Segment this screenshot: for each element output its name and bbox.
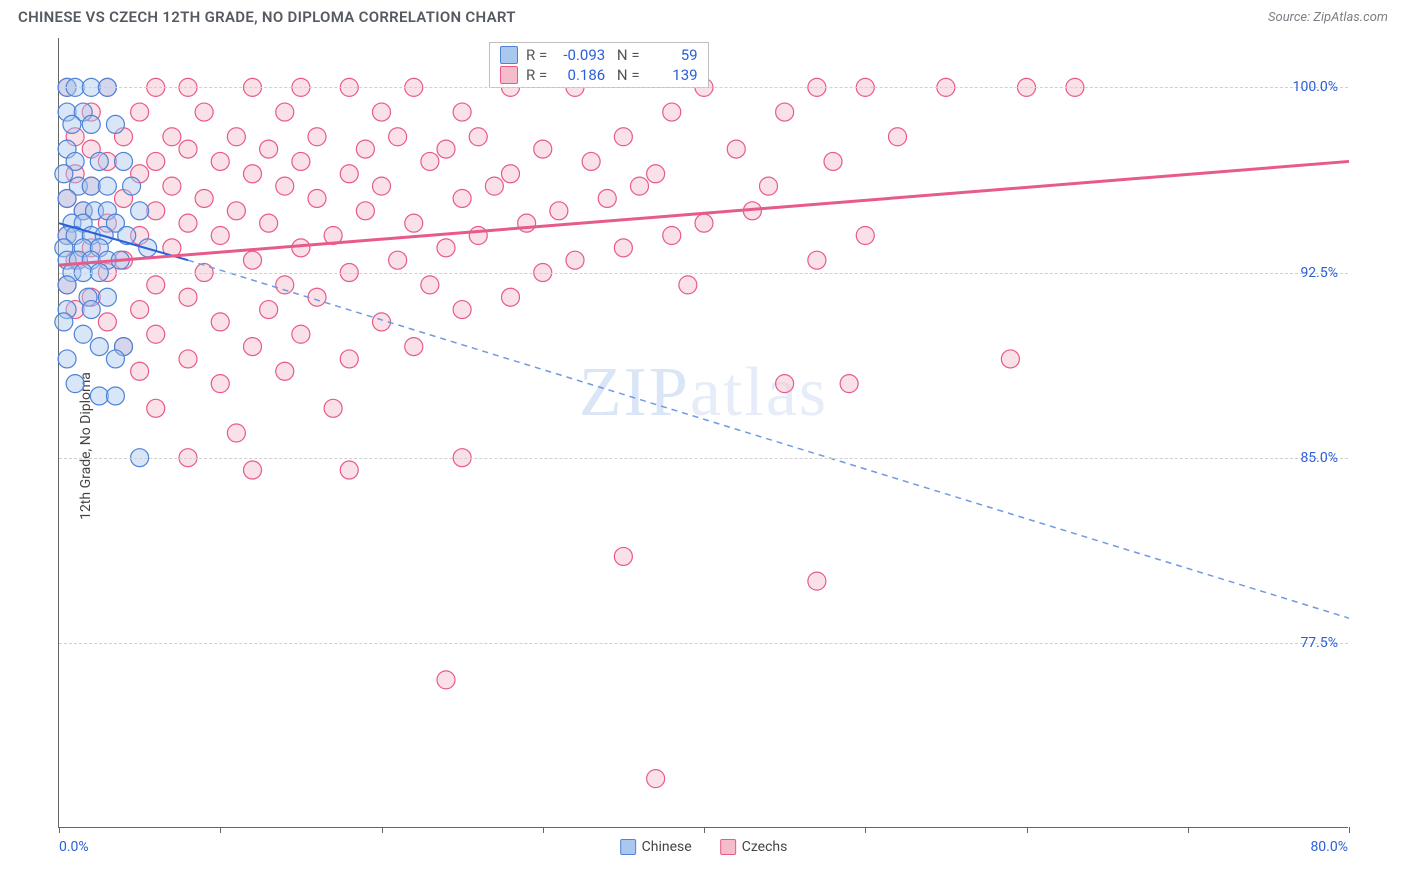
swatch-czech <box>500 66 518 84</box>
r-value-chinese: -0.093 <box>555 46 605 64</box>
legend-row-czech: R =0.186 N =139 <box>490 65 708 85</box>
legend-row-chinese: R =-0.093 N =59 <box>490 45 708 65</box>
gridline <box>59 643 1348 644</box>
x-axis-min-label: 0.0% <box>59 839 89 855</box>
correlation-legend: R =-0.093 N =59 R =0.186 N =139 <box>489 42 709 88</box>
bottom-legend: Chinese Czechs <box>620 839 788 855</box>
y-tick-label: 92.5% <box>1300 265 1338 281</box>
chart-plot-area: ZIPatlas R =-0.093 N =59 R =0.186 N =139… <box>58 38 1348 828</box>
x-tick <box>382 827 383 833</box>
swatch-czech-bottom <box>720 839 736 855</box>
legend-label-chinese: Chinese <box>642 839 692 855</box>
y-tick-label: 77.5% <box>1300 635 1338 651</box>
gridline <box>59 87 1348 88</box>
y-tick-label: 100.0% <box>1293 79 1338 95</box>
r-value-czech: 0.186 <box>555 66 605 84</box>
x-tick <box>1349 827 1350 833</box>
x-tick <box>865 827 866 833</box>
x-tick <box>1188 827 1189 833</box>
gridline <box>59 273 1348 274</box>
legend-item-czech: Czechs <box>720 839 788 855</box>
x-tick <box>59 827 60 833</box>
swatch-chinese <box>500 46 518 64</box>
legend-label-czech: Czechs <box>742 839 788 855</box>
n-value-czech: 139 <box>648 66 698 84</box>
chart-title: CHINESE VS CZECH 12TH GRADE, NO DIPLOMA … <box>18 8 516 26</box>
y-tick-label: 85.0% <box>1300 450 1338 466</box>
x-tick <box>543 827 544 833</box>
scatter-svg <box>59 38 1348 827</box>
swatch-chinese-bottom <box>620 839 636 855</box>
x-tick <box>704 827 705 833</box>
legend-item-chinese: Chinese <box>620 839 692 855</box>
x-tick <box>1027 827 1028 833</box>
n-value-chinese: 59 <box>648 46 698 64</box>
chart-source: Source: ZipAtlas.com <box>1268 10 1388 25</box>
x-axis-max-label: 80.0% <box>1310 839 1348 855</box>
x-tick <box>220 827 221 833</box>
gridline <box>59 458 1348 459</box>
